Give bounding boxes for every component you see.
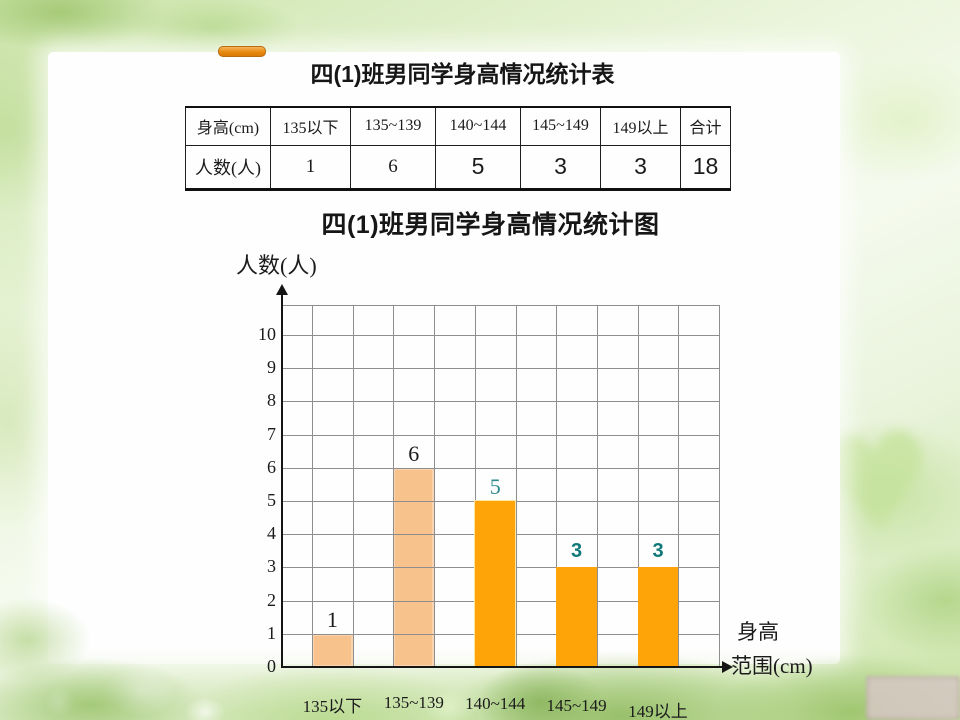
bar-value-label: 3 bbox=[652, 540, 664, 563]
bar-140~144 bbox=[474, 501, 516, 667]
gridline-horizontal bbox=[282, 368, 719, 370]
y-axis-arrow-icon bbox=[276, 284, 288, 295]
y-tick-label: 7 bbox=[267, 423, 276, 444]
gridline-vertical bbox=[719, 305, 720, 667]
watermark bbox=[866, 676, 960, 720]
x-axis-label-line2: 范围(cm) bbox=[731, 654, 813, 678]
gridline-vertical bbox=[596, 305, 598, 667]
bar-149以上 bbox=[637, 567, 679, 667]
x-axis-line bbox=[281, 666, 723, 668]
gridline-vertical bbox=[434, 305, 436, 667]
y-tick-label: 0 bbox=[267, 656, 276, 676]
gridline-horizontal bbox=[282, 335, 719, 336]
y-tick-label: 5 bbox=[267, 490, 276, 510]
y-tick-label: 6 bbox=[267, 456, 276, 477]
y-tick-label: 2 bbox=[267, 589, 276, 610]
gridline-horizontal bbox=[282, 467, 719, 469]
bar-value-label: 3 bbox=[571, 540, 583, 563]
y-tick-label: 8 bbox=[267, 390, 276, 411]
gridline-horizontal bbox=[282, 305, 719, 306]
y-axis-line bbox=[281, 293, 283, 668]
gridline-horizontal bbox=[282, 434, 719, 436]
bar-value-label: 1 bbox=[326, 606, 338, 632]
gridline-vertical bbox=[393, 305, 395, 667]
x-axis-label-line1: 身高 bbox=[737, 620, 779, 644]
bar-value-label: 6 bbox=[408, 440, 420, 466]
gridline-horizontal bbox=[282, 401, 719, 403]
y-tick-label: 3 bbox=[267, 556, 276, 577]
bar-145~149 bbox=[556, 567, 597, 667]
y-tick-label: 10 bbox=[258, 324, 276, 344]
bar-value-label: 5 bbox=[489, 474, 501, 499]
y-tick-label: 1 bbox=[267, 622, 276, 643]
bar-135以下 bbox=[312, 633, 353, 667]
x-tick-label: 149以上 bbox=[628, 702, 688, 720]
y-tick-label: 4 bbox=[267, 523, 276, 544]
gridline-vertical bbox=[678, 305, 680, 667]
y-tick-label: 9 bbox=[267, 357, 276, 378]
